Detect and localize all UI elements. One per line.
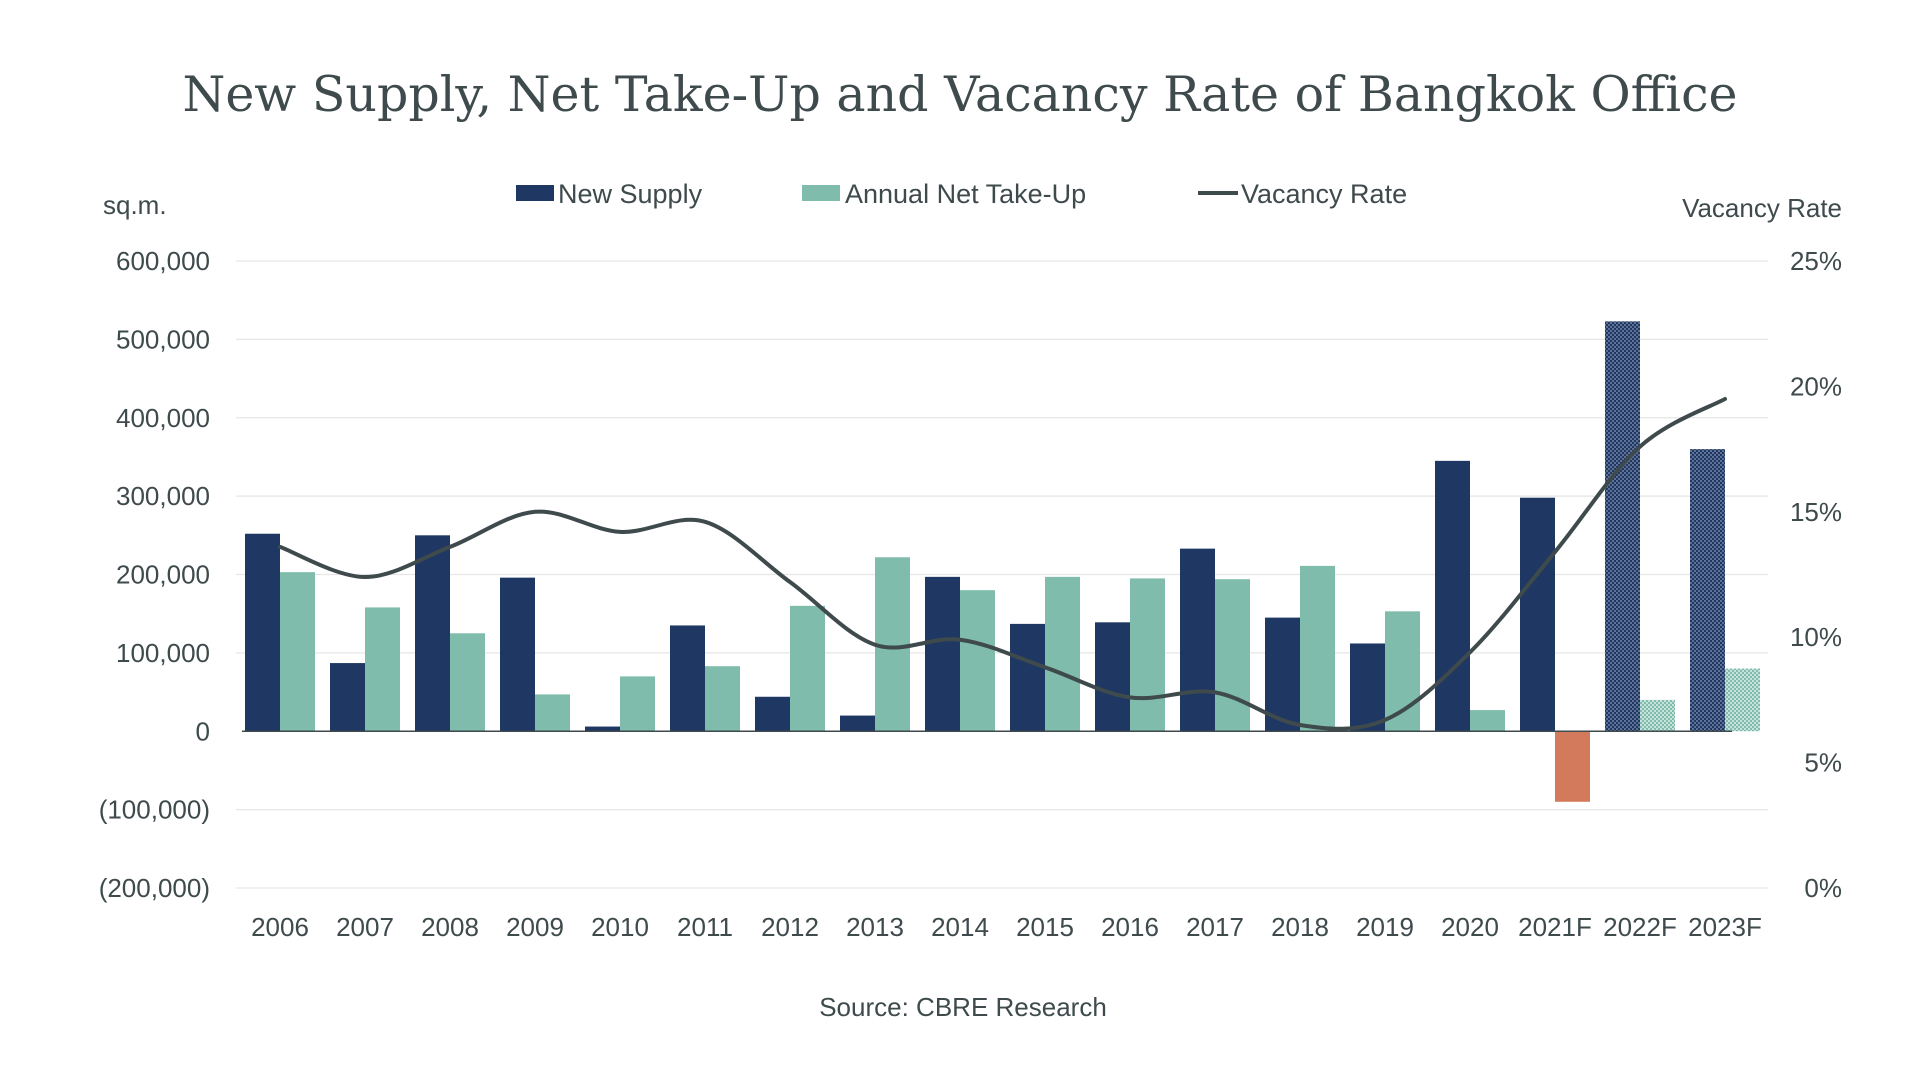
y-tick-label: (100,000) xyxy=(99,795,210,825)
y2-axis-ticks: 25% 20% 15% 10% 5% 0% xyxy=(1790,246,1842,903)
x-tick-label-2022f: 2022F xyxy=(1603,912,1677,942)
y-tick-label: 200,000 xyxy=(116,560,210,590)
y-axis-ticks: 600,000 500,000 400,000 300,000 200,000 100,0… xyxy=(99,246,210,903)
bar-new-supply-2021f xyxy=(1520,497,1555,732)
bar-new-supply-2022f xyxy=(1605,321,1640,732)
bar-new-supply-2012 xyxy=(755,696,790,732)
bar-annual-net-take-up-2023f xyxy=(1725,668,1760,732)
bar-new-supply-2011 xyxy=(670,625,705,732)
bar-annual-net-take-up-2011 xyxy=(705,666,740,732)
y2-tick-label: 15% xyxy=(1790,497,1842,527)
x-tick-label-2020: 2020 xyxy=(1441,912,1499,942)
bar-annual-net-take-up-2016 xyxy=(1130,578,1165,732)
x-tick-label-2017: 2017 xyxy=(1186,912,1244,942)
x-tick-label-2013: 2013 xyxy=(846,912,904,942)
bar-annual-net-take-up-2010 xyxy=(620,676,655,732)
gridlines xyxy=(236,260,1768,889)
x-tick-label-2011: 2011 xyxy=(677,912,733,942)
bar-new-supply-2014 xyxy=(925,576,960,732)
y-tick-label: 500,000 xyxy=(116,324,210,354)
bar-new-supply-2015 xyxy=(1010,623,1045,732)
y-tick-label: 300,000 xyxy=(116,481,210,511)
y-tick-label: 0 xyxy=(196,716,210,746)
bar-annual-net-take-up-2014 xyxy=(960,590,995,732)
legend-swatch-annual-net-take-up xyxy=(802,185,840,201)
bar-annual-net-take-up-2006 xyxy=(280,572,315,732)
y2-tick-label: 10% xyxy=(1790,622,1842,652)
bar-annual-net-take-up-2007 xyxy=(365,607,400,732)
x-tick-label-2018: 2018 xyxy=(1271,912,1329,942)
bar-new-supply-2016 xyxy=(1095,622,1130,732)
legend-swatch-new-supply xyxy=(516,185,554,201)
y2-tick-label: 5% xyxy=(1804,748,1842,778)
x-tick-label-2019: 2019 xyxy=(1356,912,1414,942)
y-tick-label: 400,000 xyxy=(116,403,210,433)
x-tick-label-2006: 2006 xyxy=(251,912,309,942)
bar-new-supply-2018 xyxy=(1265,617,1300,732)
x-axis-ticks: 2006 2007 2008 2009 2010 2011 2012 2013 2014 2015… xyxy=(251,912,1762,942)
source-note: Source: CBRE Research xyxy=(819,992,1107,1022)
bar-new-supply-2019 xyxy=(1350,643,1385,732)
bar-new-supply-2008 xyxy=(415,535,450,732)
legend-label-annual-net-take-up: Annual Net Take-Up xyxy=(845,179,1086,209)
bar-annual-net-take-up-2015 xyxy=(1045,576,1080,732)
x-tick-label-2014: 2014 xyxy=(931,912,989,942)
x-tick-label-2016: 2016 xyxy=(1101,912,1159,942)
bar-new-supply-2009 xyxy=(500,577,535,732)
bar-annual-net-take-up-2018 xyxy=(1300,565,1335,732)
x-tick-label-2012: 2012 xyxy=(761,912,819,942)
legend: New Supply Annual Net Take-Up Vacancy Ra… xyxy=(516,179,1407,209)
bars xyxy=(245,321,1760,802)
bar-new-supply-2023f xyxy=(1690,449,1725,732)
bar-annual-net-take-up-2009 xyxy=(535,694,570,732)
x-tick-label-2023f: 2023F xyxy=(1688,912,1762,942)
bar-annual-net-take-up-2020 xyxy=(1470,710,1505,732)
y-axis-title: sq.m. xyxy=(103,190,167,220)
legend-label-vacancy-rate: Vacancy Rate xyxy=(1241,179,1407,209)
y2-tick-label: 0% xyxy=(1804,873,1842,903)
bar-annual-net-take-up-2013 xyxy=(875,557,910,732)
x-tick-label-2007: 2007 xyxy=(336,912,394,942)
y-tick-label: (200,000) xyxy=(99,873,210,903)
bar-annual-net-take-up-2021f xyxy=(1555,731,1590,802)
y2-tick-label: 25% xyxy=(1790,246,1842,276)
chart-title: New Supply, Net Take-Up and Vacancy Rate… xyxy=(182,66,1737,123)
bar-new-supply-2006 xyxy=(245,533,280,732)
bar-new-supply-2017 xyxy=(1180,548,1215,732)
x-tick-label-2008: 2008 xyxy=(421,912,479,942)
bar-annual-net-take-up-2012 xyxy=(790,605,825,732)
bar-new-supply-2020 xyxy=(1435,460,1470,732)
vacancy-rate-line xyxy=(278,396,1727,731)
y2-tick-label: 20% xyxy=(1790,371,1842,401)
y2-axis-title: Vacancy Rate xyxy=(1682,193,1842,223)
bar-new-supply-2013 xyxy=(840,715,875,732)
x-tick-label-2009: 2009 xyxy=(506,912,564,942)
x-tick-label-2010: 2010 xyxy=(591,912,649,942)
x-tick-label-2015: 2015 xyxy=(1016,912,1074,942)
bar-new-supply-2010 xyxy=(585,726,620,732)
bar-annual-net-take-up-2017 xyxy=(1215,579,1250,732)
bar-new-supply-2007 xyxy=(330,663,365,732)
bar-annual-net-take-up-2022f xyxy=(1640,699,1675,732)
bar-annual-net-take-up-2019 xyxy=(1385,611,1420,732)
x-tick-label-2021f: 2021F xyxy=(1518,912,1592,942)
y-tick-label: 600,000 xyxy=(116,246,210,276)
y-tick-label: 100,000 xyxy=(116,638,210,668)
bar-annual-net-take-up-2008 xyxy=(450,633,485,732)
legend-label-new-supply: New Supply xyxy=(558,179,703,209)
